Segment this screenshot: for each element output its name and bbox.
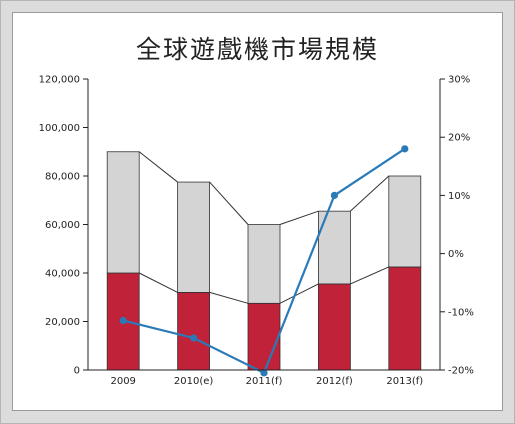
connector-line-top [350, 175, 390, 212]
connector-line-mid [209, 291, 249, 304]
left-tick-label: 120,000 [39, 75, 80, 86]
bar-segment-bottom [247, 302, 281, 371]
bar-segment-top [106, 151, 140, 274]
x-tick-label: 2012(f) [316, 376, 353, 387]
growth-point [260, 369, 268, 377]
right-tick-label: 10% [448, 191, 470, 202]
connector-line-top [138, 151, 178, 183]
x-tick-label: 2011(f) [246, 376, 283, 387]
bars-group [106, 151, 422, 371]
connector-line-mid [350, 266, 390, 285]
connector-line-top [209, 181, 249, 225]
right-tick-label: 0% [448, 249, 464, 260]
growth-point [330, 191, 338, 199]
left-y-axis: 0 20,000 40,000 60,000 80,000 100,000 120,000 [39, 75, 89, 377]
left-tick-label: 0 [74, 366, 80, 377]
left-tick-label: 20,000 [45, 317, 80, 328]
connector-line-mid [138, 272, 178, 293]
x-tick-label: 2009 [110, 376, 135, 387]
bar-segment-bottom [317, 283, 351, 371]
growth-point [119, 316, 127, 325]
right-tick-label: -20% [448, 366, 474, 377]
left-tick-label: 40,000 [45, 269, 80, 280]
x-tick-label: 2010(e) [174, 376, 214, 387]
right-tick-label: 30% [448, 75, 470, 86]
growth-line [119, 145, 409, 377]
left-tick-label: 80,000 [45, 172, 80, 183]
growth-point [401, 145, 409, 153]
connector-line-mid [279, 283, 319, 304]
bar-segment-top [177, 181, 211, 293]
right-tick-label: -10% [448, 307, 474, 318]
left-tick-label: 100,000 [39, 123, 80, 134]
connector-line-top [279, 210, 319, 225]
left-tick-label: 60,000 [45, 220, 80, 231]
right-tick-label: 20% [448, 133, 470, 144]
bar-segment-bottom [177, 291, 211, 371]
growth-point [190, 334, 198, 342]
x-axis: 2009 2010(e) 2011(f) 2012(f) 2013(f) [88, 369, 440, 387]
bar-segment-top [247, 224, 281, 304]
right-y-axis: -20% -10% 0% 10% 20% 30% [439, 75, 474, 377]
x-tick-label: 2013(f) [386, 376, 423, 387]
bar-segment-top [388, 175, 422, 268]
bar-segment-bottom [388, 266, 422, 371]
bar-connector-lines [138, 151, 390, 304]
chart-title: 全球遊戲機市場規模 [135, 35, 379, 64]
